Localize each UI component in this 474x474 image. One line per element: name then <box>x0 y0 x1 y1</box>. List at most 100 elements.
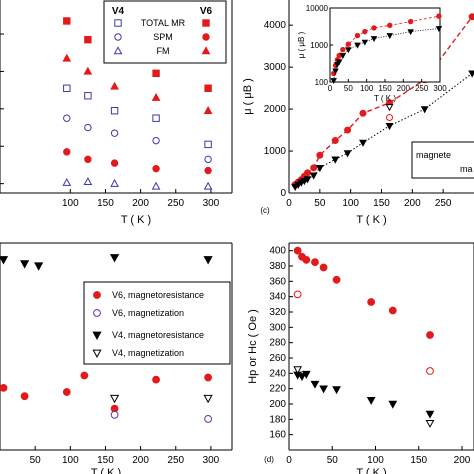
x-tick-label: 200 <box>404 198 421 209</box>
data-point <box>426 367 434 375</box>
data-point <box>84 92 92 100</box>
series-v6-magnetization <box>110 410 212 423</box>
inset-y-tick-label: 100 <box>315 78 329 87</box>
data-point <box>151 181 161 190</box>
legend-label: V4, magnetization <box>112 348 184 358</box>
data-point <box>331 137 339 145</box>
data-point <box>0 384 8 392</box>
data-point <box>110 178 119 187</box>
data-point <box>83 177 93 185</box>
x-tick-label: 100 <box>342 198 359 209</box>
data-point <box>84 155 92 164</box>
y-tick-label: 160 <box>269 430 286 441</box>
legend-marker <box>93 291 101 299</box>
data-point <box>315 164 324 173</box>
data-point <box>426 331 434 339</box>
data-point <box>110 410 119 419</box>
data-point <box>425 419 435 428</box>
data-point <box>366 396 376 405</box>
x-tick-label: 0 <box>286 198 292 209</box>
data-point <box>152 136 160 145</box>
x-tick-label: 50 <box>30 455 42 466</box>
legend-box <box>411 141 474 179</box>
y-tick-label: 360 <box>269 276 286 287</box>
data-point <box>110 159 119 167</box>
inset-data-point <box>335 59 343 66</box>
series-V4 <box>291 70 474 191</box>
legend-label: FM <box>157 46 170 56</box>
data-point <box>20 392 29 401</box>
data-point <box>203 181 213 190</box>
data-point <box>151 92 161 101</box>
legend-header-v6: V6 <box>200 6 213 17</box>
data-point <box>110 254 120 263</box>
legend-marker-v6 <box>202 33 210 41</box>
inset-y-tick-label: 10000 <box>306 4 329 13</box>
inset-data-point <box>345 41 352 47</box>
inset-data-point <box>371 25 377 31</box>
inset-y-axis-label: μ ( μB ) <box>297 31 306 58</box>
y-tick-label: 300 <box>269 322 286 333</box>
series-V4-fm <box>62 177 213 190</box>
x-tick-label: 100 <box>62 198 79 209</box>
legend-label: V4, magnetoresistance <box>112 330 204 340</box>
legend-marker-v4 <box>113 46 123 55</box>
y-tick-label: 220 <box>269 384 286 395</box>
inset-x-tick-label: 50 <box>344 84 353 93</box>
data-point <box>332 275 341 284</box>
data-point <box>83 66 93 75</box>
data-point <box>203 394 213 404</box>
data-point <box>152 375 160 384</box>
legend-label: V6, magnetoresistance <box>112 290 204 300</box>
data-point <box>388 306 397 315</box>
data-point <box>84 123 92 132</box>
legend-header-v4: V4 <box>112 6 125 17</box>
data-point <box>203 256 213 265</box>
x-axis-label: T ( K ) <box>121 214 151 226</box>
data-point <box>468 13 474 21</box>
legend-marker <box>92 349 102 358</box>
legend-marker-v4 <box>114 33 122 41</box>
data-point <box>388 400 398 409</box>
data-point <box>420 106 429 114</box>
panel-a: 100 150 200 250 300 T ( K ) V4 V6 TOTAL MR SPM FM <box>0 0 233 226</box>
y-tick-label: 2000 <box>264 104 287 115</box>
x-tick-label: 200 <box>132 198 149 209</box>
panel-c: 50 100 150 200 250 300 T ( K ) V6, magnetoresis… <box>0 242 233 474</box>
inset-x-tick-label: 0 <box>328 84 333 93</box>
legend-marker-v6 <box>201 46 211 55</box>
legend: V6, magnetoresistance V6, magnetization V4… <box>83 281 231 365</box>
y-tick-label: 320 <box>269 307 286 318</box>
data-point <box>63 84 71 92</box>
data-point <box>204 84 212 92</box>
panel-label: (d) <box>264 455 274 464</box>
inset: 0 50 100 150 200 250 300 100 1000 10000 T ( K ) μ (… <box>297 4 447 103</box>
series-v4-magnetization <box>110 394 213 404</box>
y-tick-label: 380 <box>269 261 286 272</box>
x-tick-label: 150 <box>97 455 114 466</box>
legend-label: TOTAL MR <box>141 18 186 28</box>
data-point <box>63 114 71 122</box>
legend-marker <box>92 331 102 340</box>
x-tick-label: 0 <box>286 455 292 466</box>
series-1 <box>293 370 435 419</box>
data-point <box>386 113 394 121</box>
data-point <box>110 394 120 404</box>
x-tick-label: 200 <box>454 455 471 466</box>
x-tick-label: 250 <box>167 455 184 466</box>
data-point <box>297 373 307 382</box>
data-point <box>203 106 213 114</box>
x-tick-label: 200 <box>132 455 149 466</box>
data-point <box>63 148 71 156</box>
series-V6 <box>386 113 394 121</box>
data-point <box>303 176 312 184</box>
data-point <box>385 104 394 112</box>
data-point <box>309 172 318 180</box>
series-3 <box>293 366 435 428</box>
data-point <box>204 415 212 423</box>
legend-label: V6, magnetization <box>112 308 184 318</box>
data-point <box>302 255 311 264</box>
series-0 <box>293 246 434 339</box>
data-point <box>20 260 30 269</box>
x-tick-label: 300 <box>203 455 220 466</box>
